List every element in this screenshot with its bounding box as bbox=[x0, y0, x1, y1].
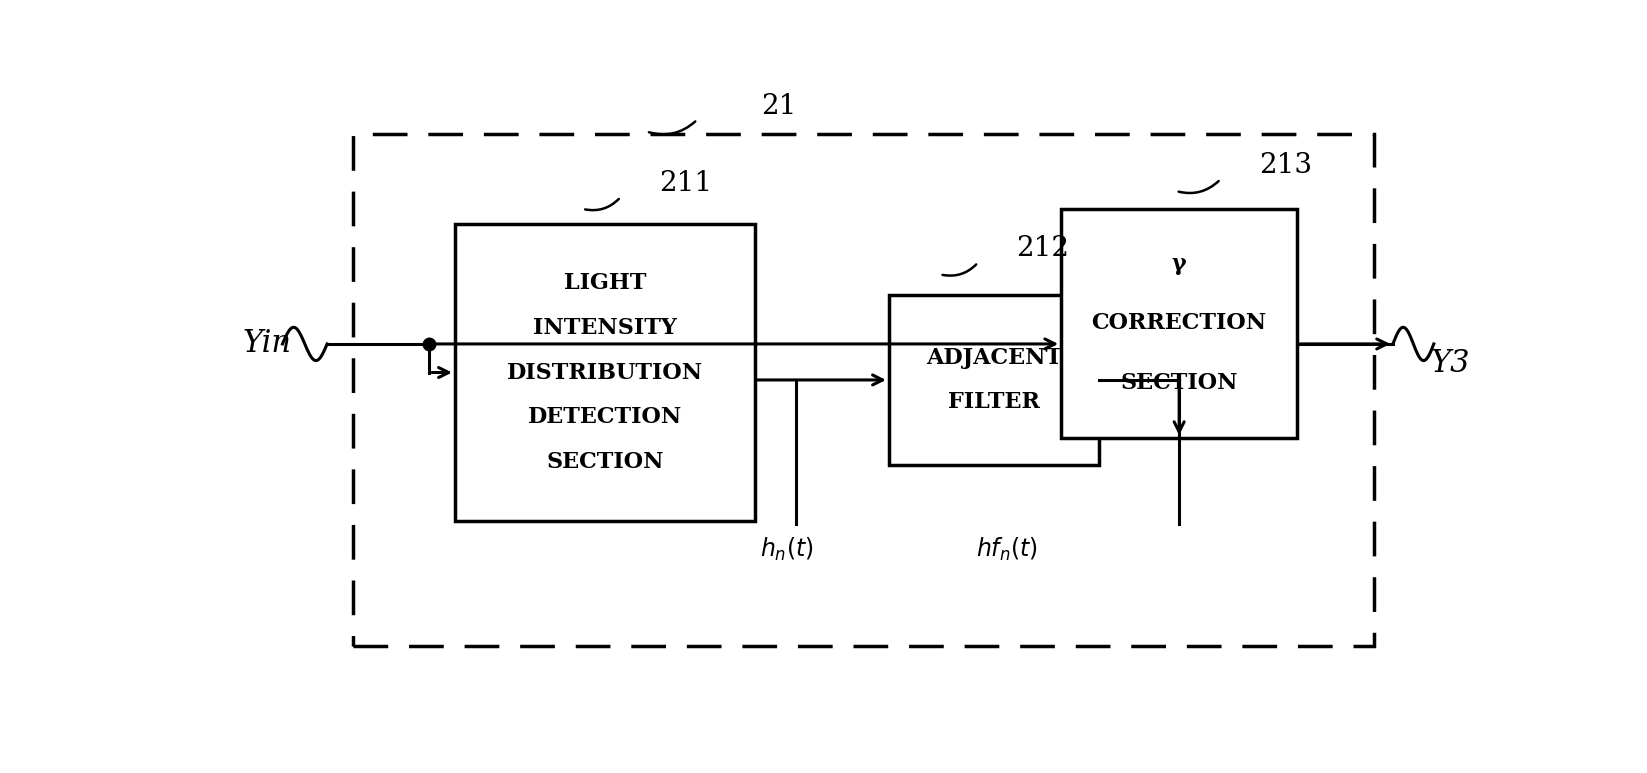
Text: LIGHT: LIGHT bbox=[563, 272, 646, 295]
FancyBboxPatch shape bbox=[889, 295, 1100, 465]
Text: CORRECTION: CORRECTION bbox=[1092, 312, 1267, 335]
Text: 213: 213 bbox=[1258, 152, 1313, 179]
Text: SECTION: SECTION bbox=[1120, 372, 1239, 394]
Text: 21: 21 bbox=[761, 93, 797, 120]
Text: FILTER: FILTER bbox=[949, 391, 1039, 414]
Text: Yin: Yin bbox=[242, 329, 292, 359]
FancyBboxPatch shape bbox=[455, 223, 754, 521]
Text: $h_n(t)$: $h_n(t)$ bbox=[759, 536, 814, 564]
Text: INTENSITY: INTENSITY bbox=[534, 317, 677, 339]
Text: Y3: Y3 bbox=[1431, 348, 1471, 379]
Text: SECTION: SECTION bbox=[547, 451, 664, 473]
Text: $hf_n(t)$: $hf_n(t)$ bbox=[977, 536, 1039, 564]
Text: 212: 212 bbox=[1016, 236, 1069, 262]
Text: ADJACENT: ADJACENT bbox=[926, 346, 1062, 369]
Text: γ: γ bbox=[1171, 253, 1186, 275]
Text: DISTRIBUTION: DISTRIBUTION bbox=[507, 362, 703, 383]
Text: 211: 211 bbox=[659, 170, 712, 197]
FancyBboxPatch shape bbox=[1061, 209, 1298, 438]
Text: DETECTION: DETECTION bbox=[527, 406, 682, 428]
